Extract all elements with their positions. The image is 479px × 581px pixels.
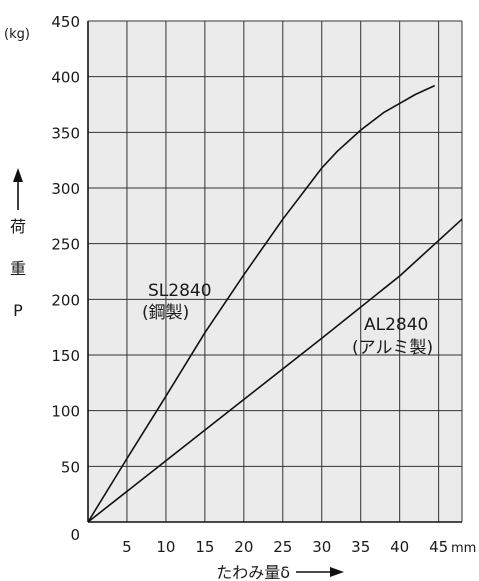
y-tick-label-4: 200 [51,291,80,309]
y-axis-label-3: P [13,301,23,320]
series-lines [87,84,463,523]
series-material-al2840: (アルミ製) [352,338,433,358]
y-axis-label-2: 重 [10,259,26,278]
series-label-sl2840: SL2840 [148,281,212,301]
y-axis-arrow [13,168,23,210]
y-tick-label-1: 50 [61,458,80,476]
x-tick-label-2: 15 [195,538,214,556]
x-tick-label-6: 35 [351,538,370,556]
x-tick-label-8: 45 [429,538,448,556]
y-tick-label-5: 250 [51,236,80,254]
x-axis-arrow [296,567,344,577]
series-label-al2840: AL2840 [364,315,428,335]
x-tick-labels: 5 10 15 20 25 30 35 40 45 [122,538,448,556]
x-tick-label-1: 10 [156,538,175,556]
x-tick-label-7: 40 [390,538,409,556]
y-tick-label-6: 300 [51,180,80,198]
x-axis-label: たわみ量δ [216,563,290,581]
series-line-sl2840 [87,84,436,523]
y-tick-label-2: 100 [51,403,80,421]
plot-area [88,21,462,522]
series-material-sl2840: (鋼製) [142,303,189,323]
y-axis-label-1: 荷 [10,217,26,236]
y-tick-label-0: 0 [70,526,80,544]
x-unit-label: mm [451,541,476,556]
grid [87,20,463,523]
x-tick-label-0: 5 [122,538,132,556]
y-tick-label-7: 350 [51,124,80,142]
x-tick-label-3: 20 [234,538,253,556]
y-tick-label-8: 400 [51,69,80,87]
series-line-al2840 [87,218,463,523]
y-tick-labels: 0 50 100 150 200 250 300 350 400 450 [51,13,80,544]
x-tick-label-5: 30 [312,538,331,556]
y-tick-label-9: 450 [51,13,80,31]
x-tick-label-4: 25 [273,538,292,556]
y-unit-label: (kg) [4,27,30,42]
y-tick-label-3: 150 [51,347,80,365]
